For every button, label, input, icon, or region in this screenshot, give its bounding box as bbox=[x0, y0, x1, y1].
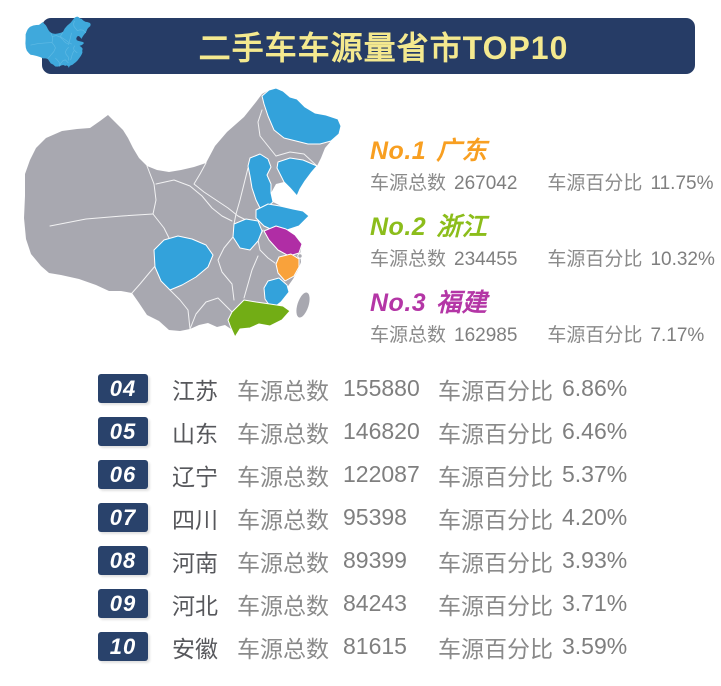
pct-label: 车源百分比 bbox=[438, 592, 553, 619]
pct-value: 5.37% bbox=[562, 461, 628, 487]
province-shandong bbox=[255, 203, 310, 232]
top3-list: No.1 广东 车源总数 267042 车源百分比 11.75% No.2 浙江 车源总数… bbox=[370, 133, 715, 361]
rank-badge: 10 bbox=[98, 632, 148, 661]
province-name: 河南 bbox=[172, 549, 218, 576]
total-label: 车源总数 bbox=[237, 377, 329, 404]
rank-badge: 08 bbox=[98, 546, 148, 575]
rank-badge: 09 bbox=[98, 589, 148, 618]
province-name: 四川 bbox=[172, 506, 218, 533]
total-value: 122087 bbox=[343, 461, 420, 487]
rank-row: 05 山东 车源总数 146820 车源百分比 6.46% bbox=[98, 417, 628, 447]
province-name: 福建 bbox=[436, 289, 488, 317]
pct-label: 车源百分比 bbox=[438, 549, 553, 576]
rank-badge: 04 bbox=[98, 374, 148, 403]
pct-label: 车源百分比 bbox=[547, 325, 643, 346]
total-label: 车源总数 bbox=[237, 635, 329, 662]
stats-line: 车源总数 162985 车源百分比 7.17% bbox=[370, 325, 715, 347]
province-liaoning bbox=[276, 157, 318, 197]
pct-value: 10.32% bbox=[650, 249, 715, 270]
rank-line: No.2 浙江 bbox=[370, 209, 715, 245]
pct-value: 3.59% bbox=[562, 633, 628, 659]
province-name: 辽宁 bbox=[172, 463, 218, 490]
header-bar: 二手车车源量省市TOP10 bbox=[42, 18, 695, 74]
pct-label: 车源百分比 bbox=[547, 249, 643, 270]
pct-label: 车源百分比 bbox=[438, 420, 553, 447]
province-name: 山东 bbox=[172, 420, 218, 447]
province-jiangsu bbox=[263, 225, 303, 257]
total-value: 81615 bbox=[343, 633, 407, 659]
rank-row: 07 四川 车源总数 95398 车源百分比 4.20% bbox=[98, 503, 628, 533]
rank-row: 09 河北 车源总数 84243 车源百分比 3.71% bbox=[98, 589, 628, 619]
province-hebei bbox=[247, 153, 274, 211]
total-label: 车源总数 bbox=[237, 463, 329, 490]
pct-value: 7.17% bbox=[650, 325, 705, 346]
total-value: 146820 bbox=[343, 418, 420, 444]
page-title: 二手车车源量省市TOP10 bbox=[198, 30, 569, 66]
province-name: 江苏 bbox=[172, 377, 218, 404]
shanghai-dot bbox=[297, 253, 303, 259]
pct-value: 4.20% bbox=[562, 504, 628, 530]
province-henan bbox=[232, 218, 263, 251]
province-name: 安徽 bbox=[172, 635, 218, 662]
rank-row: 10 安徽 车源总数 81615 车源百分比 3.59% bbox=[98, 632, 628, 662]
china-map bbox=[22, 87, 362, 354]
province-fujian bbox=[263, 277, 290, 310]
rank-badge: 06 bbox=[98, 460, 148, 489]
province-guangdong bbox=[227, 299, 291, 338]
pct-label: 车源百分比 bbox=[438, 635, 553, 662]
pct-label: 车源百分比 bbox=[438, 463, 553, 490]
province-zhejiang bbox=[275, 253, 300, 282]
stats-line: 车源总数 234455 车源百分比 10.32% bbox=[370, 249, 715, 271]
total-label: 车源总数 bbox=[237, 592, 329, 619]
rank-number: No.1 bbox=[370, 137, 427, 165]
pct-value: 3.93% bbox=[562, 547, 628, 573]
pct-value: 6.86% bbox=[562, 375, 628, 401]
rank-line: No.3 福建 bbox=[370, 285, 715, 321]
pct-value: 6.46% bbox=[562, 418, 628, 444]
total-value: 162985 bbox=[454, 325, 518, 346]
total-label: 车源总数 bbox=[370, 249, 447, 270]
province-name: 河北 bbox=[172, 592, 218, 619]
pct-label: 车源百分比 bbox=[547, 173, 643, 194]
rank-row: 06 辽宁 车源总数 122087 车源百分比 5.37% bbox=[98, 460, 628, 490]
province-name: 广东 bbox=[436, 137, 488, 165]
top3-item: No.1 广东 车源总数 267042 车源百分比 11.75% bbox=[370, 133, 715, 195]
pct-label: 车源百分比 bbox=[438, 506, 553, 533]
total-label: 车源总数 bbox=[370, 325, 447, 346]
total-label: 车源总数 bbox=[237, 549, 329, 576]
total-label: 车源总数 bbox=[237, 506, 329, 533]
china-map-icon bbox=[25, 16, 91, 68]
total-label: 车源总数 bbox=[237, 420, 329, 447]
rank-badge: 07 bbox=[98, 503, 148, 532]
pct-value: 11.75% bbox=[650, 173, 714, 194]
stats-line: 车源总数 267042 车源百分比 11.75% bbox=[370, 173, 715, 195]
pct-value: 3.71% bbox=[562, 590, 628, 616]
top3-item: No.3 福建 车源总数 162985 车源百分比 7.17% bbox=[370, 285, 715, 347]
total-value: 84243 bbox=[343, 590, 407, 616]
total-label: 车源总数 bbox=[370, 173, 447, 194]
rank-badge: 05 bbox=[98, 417, 148, 446]
province-sichuan bbox=[153, 235, 214, 291]
province-name: 浙江 bbox=[436, 213, 488, 241]
total-value: 234455 bbox=[454, 249, 518, 270]
total-value: 95398 bbox=[343, 504, 407, 530]
total-value: 155880 bbox=[343, 375, 420, 401]
taiwan-island bbox=[296, 292, 310, 318]
rank-number: No.2 bbox=[370, 213, 427, 241]
total-value: 267042 bbox=[454, 173, 518, 194]
pct-label: 车源百分比 bbox=[438, 377, 553, 404]
total-value: 89399 bbox=[343, 547, 407, 573]
rank-row: 04 江苏 车源总数 155880 车源百分比 6.86% bbox=[98, 374, 628, 404]
rank-line: No.1 广东 bbox=[370, 133, 715, 169]
rank-number: No.3 bbox=[370, 289, 427, 317]
rank-rows: 04 江苏 车源总数 155880 车源百分比 6.86% 05 山东 车源总数… bbox=[98, 374, 627, 675]
province-heilongjiang bbox=[261, 87, 342, 145]
top3-item: No.2 浙江 车源总数 234455 车源百分比 10.32% bbox=[370, 209, 715, 271]
rank-row: 08 河南 车源总数 89399 车源百分比 3.93% bbox=[98, 546, 628, 576]
